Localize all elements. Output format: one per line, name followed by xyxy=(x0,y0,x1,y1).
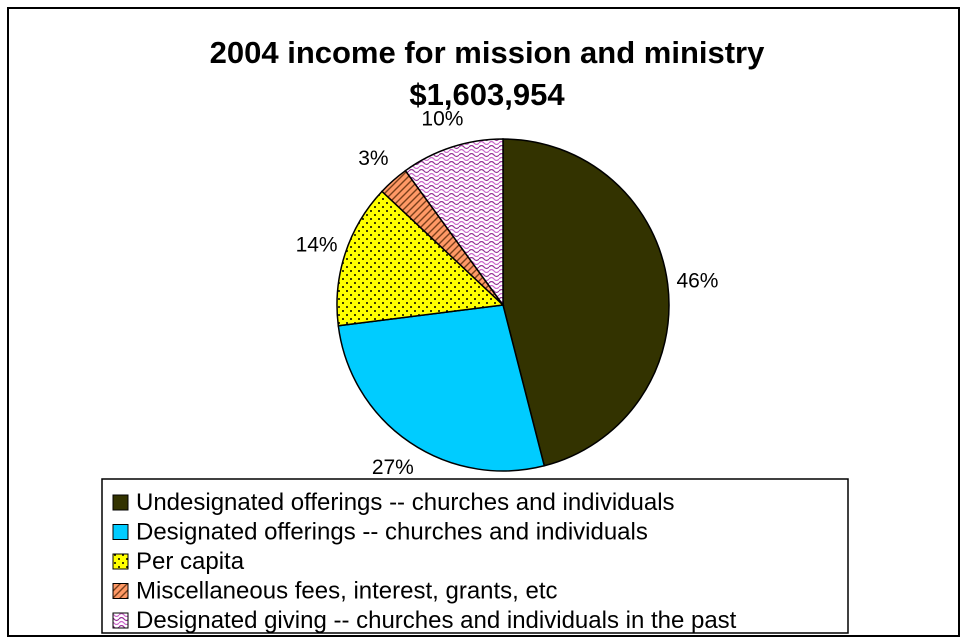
pie-label-2: 27% xyxy=(372,456,414,479)
pie-slice-1 xyxy=(502,138,670,467)
pie-chart: 2004 income for mission and ministry $1,… xyxy=(101,35,849,634)
legend-swatch-3 xyxy=(112,553,129,570)
legend-swatch-2 xyxy=(112,524,129,540)
pie-slice-5 xyxy=(404,138,504,308)
legend-label-4: Miscellaneous fees, interest, grants, et… xyxy=(136,578,558,605)
legend-label-5: Designated giving -- churches and indivi… xyxy=(136,607,737,634)
pie-slices xyxy=(336,138,670,472)
chart-frame: 2004 income for mission and ministry $1,… xyxy=(7,7,960,637)
legend-swatch-4 xyxy=(112,583,129,599)
legend: Undesignated offerings -- churches and i… xyxy=(112,489,737,634)
pie-label-3: 14% xyxy=(296,233,338,256)
legend-label-3: Per capita xyxy=(136,548,245,575)
legend-label-2: Designated offerings -- churches and ind… xyxy=(136,519,648,546)
pie-slice-2 xyxy=(337,304,546,472)
legend-box xyxy=(101,478,849,634)
pie-slice-3 xyxy=(336,190,505,327)
chart-title: 2004 income for mission and ministry xyxy=(210,35,765,70)
pie-label-4: 3% xyxy=(358,147,388,170)
legend-label-1: Undesignated offerings -- churches and i… xyxy=(136,489,675,516)
pie-label-5: 10% xyxy=(421,108,463,131)
legend-swatch-1 xyxy=(112,494,129,511)
pie-label-1: 46% xyxy=(676,269,718,292)
chart-subtitle: $1,603,954 xyxy=(409,77,565,112)
pie-labels: 46% 27% 14% 3% 10% xyxy=(296,108,719,480)
legend-swatch-5 xyxy=(112,612,129,629)
